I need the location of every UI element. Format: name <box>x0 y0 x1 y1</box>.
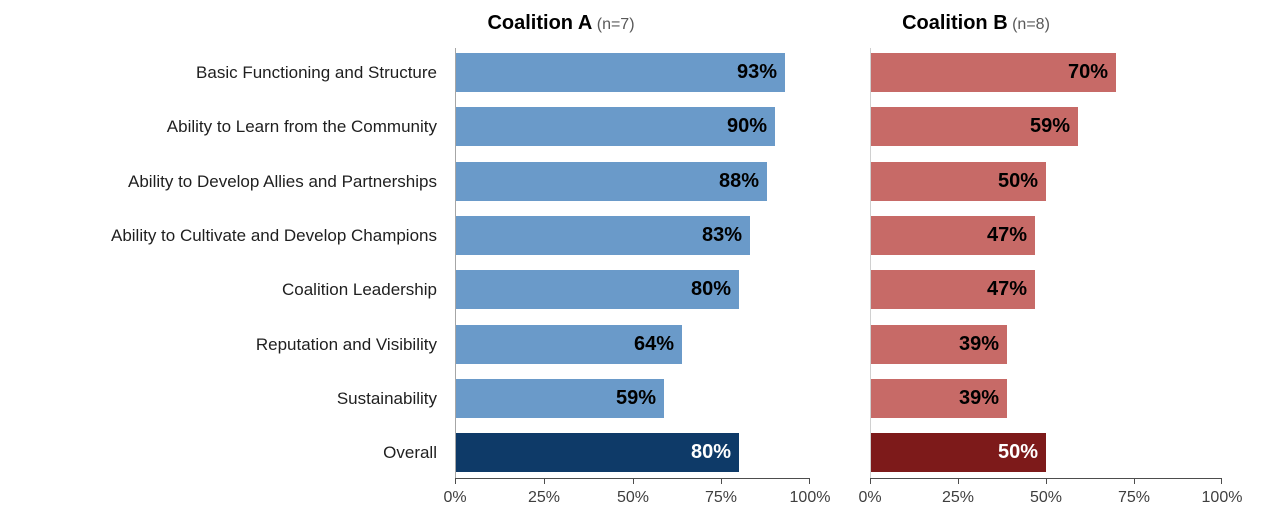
x-axis-tick <box>870 478 871 484</box>
x-axis-tick-label: 100% <box>789 489 831 506</box>
x-axis-tick <box>1046 478 1047 484</box>
bar-value-label: 47% <box>986 224 1027 246</box>
category-label: Basic Functioning and Structure <box>196 63 437 82</box>
bar-value-label: 47% <box>986 278 1027 300</box>
x-axis-tick <box>1134 478 1135 484</box>
category-label: Overall <box>383 443 437 462</box>
bar-value-label: 39% <box>958 333 999 355</box>
bar-value-label: 64% <box>633 333 674 355</box>
bar-value-label: 39% <box>958 387 999 409</box>
bar-value-label: 93% <box>736 61 777 83</box>
bar: 39% <box>870 325 1007 364</box>
x-axis-line <box>455 478 810 479</box>
x-axis-tick-label: 75% <box>1117 489 1151 506</box>
overall-bar: 50% <box>870 433 1046 472</box>
bar-value-label: 70% <box>1067 61 1108 83</box>
bar: 90% <box>455 107 775 146</box>
x-axis-tick-label: 75% <box>704 489 738 506</box>
bar: 47% <box>870 216 1035 255</box>
x-axis-tick-label: 100% <box>1201 489 1243 506</box>
bar-value-label: 90% <box>726 115 767 137</box>
bar: 70% <box>870 53 1116 92</box>
category-label: Ability to Learn from the Community <box>166 117 437 136</box>
chart-b-n-label: (n=8) <box>1012 16 1050 33</box>
bar: 39% <box>870 379 1007 418</box>
x-axis-tick-label: 25% <box>941 489 975 506</box>
bar: 59% <box>870 107 1078 146</box>
y-axis-line <box>455 48 456 478</box>
x-axis-tick-label: 50% <box>616 489 650 506</box>
bar-value-label: 59% <box>1029 115 1070 137</box>
x-axis-tick <box>1221 478 1222 484</box>
bar-value-label: 50% <box>997 170 1038 192</box>
overall-bar: 80% <box>455 433 739 472</box>
chart-a-title-text: Coalition A <box>487 12 593 34</box>
x-axis-tick <box>809 478 810 484</box>
bar: 88% <box>455 162 767 201</box>
bar: 59% <box>455 379 664 418</box>
bar-value-label: 88% <box>718 170 759 192</box>
bar-value-label: 83% <box>701 224 742 246</box>
chart-b-title-text: Coalition B <box>902 12 1008 34</box>
bar: 80% <box>455 270 739 309</box>
bar: 50% <box>870 162 1046 201</box>
chart-b-title: Coalition B (n=8) <box>870 12 1082 40</box>
x-axis-tick <box>721 478 722 484</box>
bar-value-label: 80% <box>690 441 731 463</box>
y-axis-line <box>870 48 871 478</box>
x-axis-tick <box>958 478 959 484</box>
x-axis-tick-label: 50% <box>1029 489 1063 506</box>
x-axis-tick-label: 0% <box>858 489 882 506</box>
bar-value-label: 80% <box>690 278 731 300</box>
x-axis-tick-label: 25% <box>527 489 561 506</box>
x-axis-tick <box>633 478 634 484</box>
bar: 93% <box>455 53 785 92</box>
category-label: Sustainability <box>336 389 437 408</box>
x-axis-tick <box>544 478 545 484</box>
category-label: Ability to Develop Allies and Partnershi… <box>128 172 437 191</box>
category-label: Ability to Cultivate and Develop Champio… <box>110 226 437 245</box>
category-label: Reputation and Visibility <box>255 335 437 354</box>
chart-a-plot-area: 93% 90% 88% 83% 80% 64% 59% 80% 0% 25% 50% 75% 100% <box>443 0 830 532</box>
bar: 83% <box>455 216 750 255</box>
chart-a-title: Coalition A (n=7) <box>455 12 667 40</box>
bar-value-label: 50% <box>997 441 1038 463</box>
category-label: Coalition Leadership <box>282 280 437 299</box>
x-axis-tick-label: 0% <box>443 489 467 506</box>
chart-a-n-label: (n=7) <box>596 16 635 33</box>
bar-value-label: 59% <box>615 387 656 409</box>
chart-b-plot-area: 70% 59% 50% 47% 47% 39% 39% 50% 0% 25% 50% 75% 100% <box>858 0 1242 532</box>
bar: 64% <box>455 325 682 364</box>
bar: 47% <box>870 270 1035 309</box>
x-axis-tick <box>455 478 456 484</box>
